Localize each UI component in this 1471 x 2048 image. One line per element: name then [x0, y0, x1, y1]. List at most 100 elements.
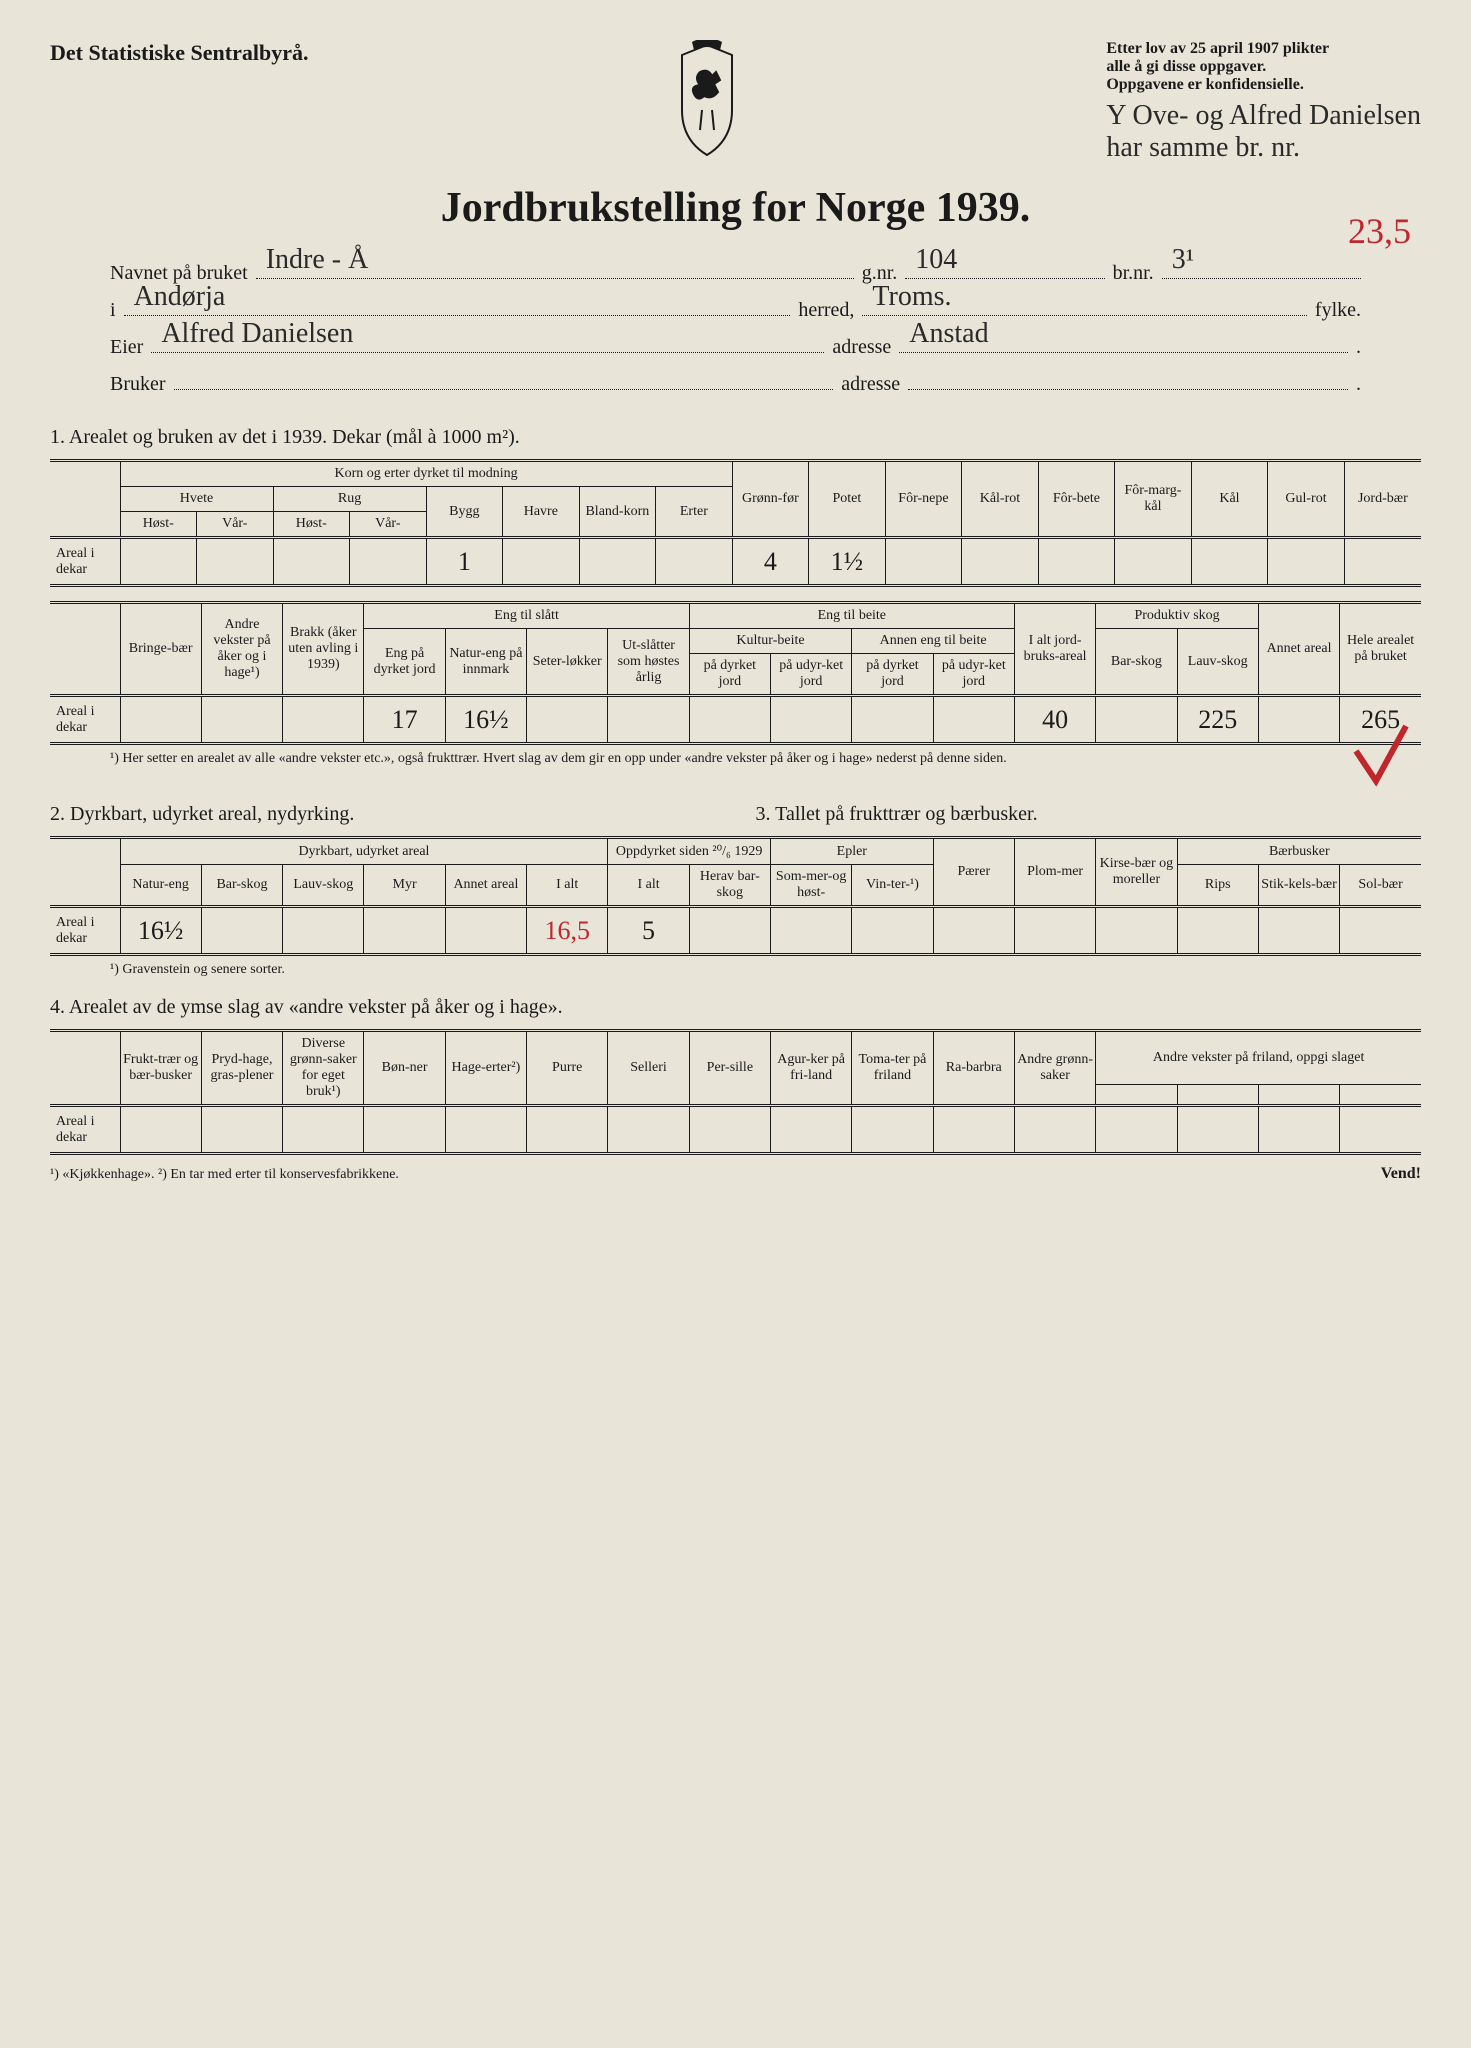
col-gronnfor: Grønn-før	[732, 461, 809, 538]
row-areal-a: Areal i dekar	[50, 538, 120, 586]
col-epler: Epler	[771, 838, 934, 865]
label-bruker: Bruker	[110, 373, 166, 396]
val-adresse: Anstad	[909, 318, 988, 350]
legal-line-2: alle å gi disse oppgaver.	[1106, 58, 1421, 76]
col-sommer: Som-mer-og høst-	[771, 865, 852, 907]
col-s2-myr: Myr	[364, 865, 445, 907]
col-s2-natureng: Natur-eng	[120, 865, 201, 907]
col-lauvskog: Lauv-skog	[1177, 629, 1258, 696]
col-gulrot: Gul-rot	[1268, 461, 1345, 538]
col-kalrot: Kål-rot	[962, 461, 1039, 538]
hw-note-2: har samme br. nr.	[1106, 132, 1421, 164]
col-andre-friland: Andre vekster på friland, oppgi slaget	[1096, 1031, 1421, 1085]
col-blandkorn: Bland-korn	[579, 487, 656, 538]
row-areal-b: Areal i dekar	[50, 696, 120, 744]
col-hageerter: Hage-erter²)	[445, 1031, 526, 1106]
col-kirse: Kirse-bær og moreller	[1096, 838, 1177, 907]
row-areal-4: Areal i dekar	[50, 1106, 120, 1154]
label-fylke: fylke.	[1315, 299, 1361, 322]
col-rug-var: Vår-	[350, 512, 427, 538]
section-4-heading: 4. Arealet av de ymse slag av «andre vek…	[50, 996, 1421, 1019]
vend-label: Vend!	[1381, 1165, 1421, 1183]
col-hvete-host: Høst-	[120, 512, 197, 538]
section-1-footnote: ¹) Her setter en arealet av alle «andre …	[50, 751, 1421, 767]
val-s2-ialt: 16,5	[527, 907, 608, 955]
col-annetareal: Annet areal	[1258, 603, 1339, 696]
col-ab-dyrket: på dyrket jord	[852, 654, 933, 696]
legal-block: Etter lov av 25 april 1907 plikter alle …	[1106, 40, 1421, 164]
col-dyrkbart-group: Dyrkbart, udyrket areal	[120, 838, 608, 865]
col-frukt: Frukt-trær og bær-busker	[120, 1031, 201, 1106]
legal-line-1: Etter lov av 25 april 1907 plikter	[1106, 40, 1421, 58]
section-3-heading: 3. Tallet på frukttrær og bærbusker.	[756, 803, 1422, 826]
col-hvete-var: Vår-	[197, 512, 274, 538]
col-vinter: Vin-ter-¹)	[852, 865, 933, 907]
col-pryd: Pryd-hage, gras-plener	[201, 1031, 282, 1106]
section-1-table-b: Bringe-bær Andre vekster på åker og i ha…	[50, 601, 1421, 745]
col-helearealet: Hele arealet på bruket	[1340, 603, 1421, 696]
section-1-heading: 1. Arealet og bruken av det i 1939. Deka…	[50, 426, 1421, 449]
val-gnr: 104	[915, 244, 957, 276]
label-adresse2: adresse	[841, 373, 900, 396]
col-ab-udyrket: på udyr-ket jord	[933, 654, 1014, 696]
col-natureng-inn: Natur-eng på innmark	[445, 629, 526, 696]
coat-of-arms	[662, 40, 752, 160]
val-bygg: 1	[426, 538, 503, 586]
col-fornepe: Fôr-nepe	[885, 461, 962, 538]
col-s2-annet: Annet areal	[445, 865, 526, 907]
col-rug-host: Høst-	[273, 512, 350, 538]
section-2-heading: 2. Dyrkbart, udyrket areal, nydyrking.	[50, 803, 716, 826]
col-solbaer: Sol-bær	[1340, 865, 1421, 907]
val-potet: 1½	[809, 538, 886, 586]
col-kb-udyrket: på udyr-ket jord	[771, 654, 852, 696]
val-natureng: 16½	[445, 696, 526, 744]
col-kb-dyrket: på dyrket jord	[689, 654, 770, 696]
label-herred: herred,	[798, 299, 854, 322]
col-s2-lauvskog: Lauv-skog	[283, 865, 364, 907]
col-tomater: Toma-ter på friland	[852, 1031, 933, 1106]
val-gronnfor: 4	[732, 538, 809, 586]
col-erter: Erter	[656, 487, 733, 538]
label-eier: Eier	[110, 336, 143, 359]
section-2-footnote: ¹) Gravenstein og senere sorter.	[50, 962, 1421, 978]
col-stikkels: Stik-kels-bær	[1258, 865, 1339, 907]
col-baerbusker: Bærbusker	[1177, 838, 1421, 865]
org-name: Det Statistiske Sentralbyrå.	[50, 40, 308, 66]
section-4-table: Frukt-trær og bær-busker Pryd-hage, gras…	[50, 1029, 1421, 1155]
val-opp-ialt: 5	[608, 907, 689, 955]
val-eng-dyrket: 17	[364, 696, 445, 744]
col-andre-vekster: Andre vekster på åker og i hage¹)	[201, 603, 282, 696]
val-fylke: Troms.	[872, 281, 951, 313]
farm-id-form: Navnet på bruket Indre - Å g.nr. 104 br.…	[50, 262, 1421, 396]
col-barskog: Bar-skog	[1096, 629, 1177, 696]
col-utslatter: Ut-slåtter som høstes årlig	[608, 629, 689, 696]
col-rips: Rips	[1177, 865, 1258, 907]
col-prodskog-group: Produktiv skog	[1096, 603, 1259, 629]
col-seterlokker: Seter-løkker	[527, 629, 608, 696]
col-ialt-jord: I alt jord-bruks-areal	[1014, 603, 1095, 696]
col-paerer: Pærer	[933, 838, 1014, 907]
legal-line-3: Oppgavene er konfidensielle.	[1106, 76, 1421, 94]
col-jordbaer: Jord-bær	[1344, 461, 1421, 538]
col-s2-ialt: I alt	[527, 865, 608, 907]
section-2-3-table: Dyrkbart, udyrket areal Oppdyrket siden …	[50, 836, 1421, 956]
col-potet: Potet	[809, 461, 886, 538]
col-selleri: Selleri	[608, 1031, 689, 1106]
col-hvete: Hvete	[120, 487, 273, 512]
col-agurker: Agur-ker på fri-land	[771, 1031, 852, 1106]
section-4-footnote: ¹) «Kjøkkenhage». ²) En tar med erter ti…	[50, 1167, 399, 1183]
col-rabarbra: Ra-barbra	[933, 1031, 1014, 1106]
col-bonner: Bøn-ner	[364, 1031, 445, 1106]
col-bygg: Bygg	[426, 487, 503, 538]
col-engslatt-group: Eng til slått	[364, 603, 689, 629]
col-annenbeite: Annen eng til beite	[852, 629, 1015, 654]
col-diverse: Diverse grønn-saker for eget bruk¹)	[283, 1031, 364, 1106]
col-rug: Rug	[273, 487, 426, 512]
col-kal: Kål	[1191, 461, 1268, 538]
row-areal-23: Areal i dekar	[50, 907, 120, 955]
val-ialt-jord: 40	[1014, 696, 1095, 744]
col-korn-group: Korn og erter dyrket til modning	[120, 461, 732, 487]
col-plommer: Plom-mer	[1014, 838, 1095, 907]
col-opp-ialt: I alt	[608, 865, 689, 907]
red-margin-number: 23,5	[1348, 210, 1411, 252]
